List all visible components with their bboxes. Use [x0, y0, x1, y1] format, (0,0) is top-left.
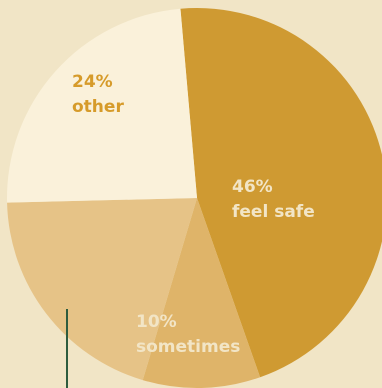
slice-label-sometimes-name: sometimes — [136, 337, 240, 357]
pie-slices — [7, 8, 382, 388]
pie-slice-other — [7, 8, 198, 203]
pie-slice-feel-safe — [180, 8, 382, 378]
slice-label-feel-safe-value: 46% — [232, 177, 273, 197]
slice-label-other-value: 24% — [72, 72, 113, 92]
slice-label-feel-safe-name: feel safe — [232, 202, 315, 222]
pie-slice-unlabeled-2 — [7, 198, 198, 381]
pie-slice-sometimes — [142, 198, 261, 388]
slice-label-sometimes-value: 10% — [136, 312, 177, 332]
slice-label-other-name: other — [72, 97, 124, 117]
